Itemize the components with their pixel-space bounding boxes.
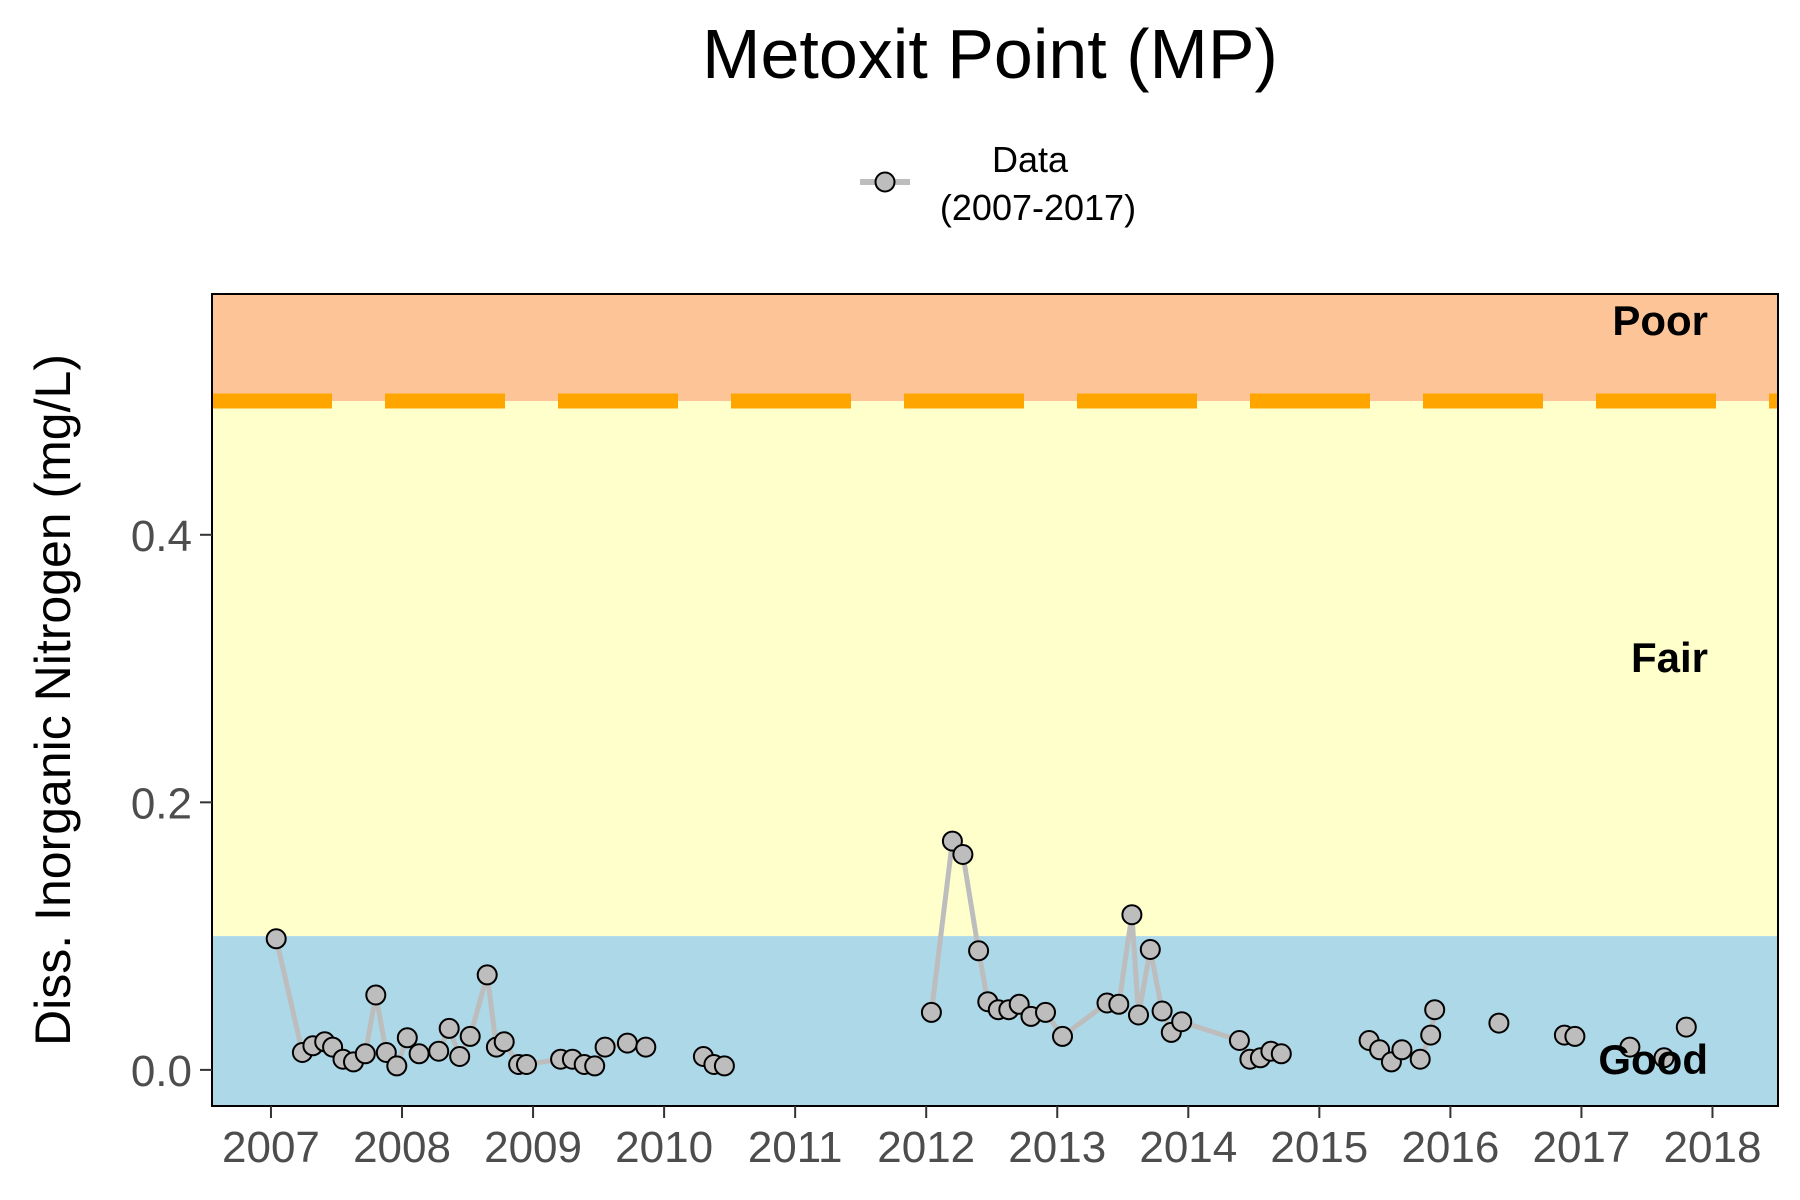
data-point	[594, 1036, 616, 1058]
data-point	[1270, 1043, 1292, 1065]
x-tick-label: 2014	[1139, 1123, 1237, 1172]
data-point	[1171, 1011, 1193, 1033]
data-point	[616, 1032, 638, 1054]
data-point	[1035, 1001, 1056, 1023]
x-tick-label: 2017	[1532, 1123, 1630, 1172]
data-point	[1564, 1025, 1586, 1047]
y-tick-label: 0.2	[131, 779, 192, 828]
x-axis: 2007 2008 2009 2010 2011 2012 2013 2014 2015 2016…	[222, 1106, 1761, 1172]
data-point	[1488, 1012, 1510, 1034]
data-point	[1128, 1004, 1149, 1026]
data-point	[1151, 1000, 1173, 1022]
data-point	[408, 1043, 430, 1065]
x-tick-label: 2010	[615, 1123, 713, 1172]
data-point	[265, 928, 287, 950]
data-point	[952, 844, 974, 865]
legend-entry-sublabel: (2007-2017)	[940, 187, 1136, 228]
data-point	[584, 1055, 606, 1077]
plot-border	[211, 293, 1779, 1107]
zone-labels: Poor Fair Good	[1598, 297, 1708, 1083]
x-tick-label: 2011	[748, 1123, 843, 1172]
legend-marker-swatch	[874, 171, 896, 193]
data-point	[920, 1001, 942, 1023]
data-point	[1228, 1030, 1250, 1051]
data-point	[968, 940, 990, 962]
data-point	[1391, 1039, 1413, 1061]
y-axis: 0.0 0.2 0.4	[131, 512, 212, 1096]
data-point	[1619, 1036, 1641, 1058]
x-tick-label: 2018	[1664, 1123, 1762, 1172]
data-point	[713, 1055, 735, 1077]
data-point	[438, 1017, 460, 1039]
zone-bands	[212, 294, 1778, 1106]
zone-label-fair: Fair	[1631, 634, 1708, 681]
data-point	[1409, 1048, 1431, 1070]
y-tick-label: 0.4	[131, 512, 192, 561]
x-tick-label: 2008	[353, 1123, 451, 1172]
zone-label-poor: Poor	[1612, 297, 1708, 344]
data-point	[365, 984, 387, 1006]
y-tick-label: 0.0	[131, 1047, 192, 1096]
data-point	[476, 964, 498, 986]
x-tick-label: 2016	[1401, 1123, 1499, 1172]
x-tick-label: 2007	[222, 1123, 320, 1172]
zone-band-poor	[212, 294, 1778, 402]
y-axis-title: Diss. Inorganic Nitrogen (mg/L)	[25, 354, 81, 1046]
data-series	[265, 830, 1697, 1077]
data-point	[354, 1043, 376, 1065]
data-point	[1052, 1025, 1073, 1047]
data-point	[635, 1036, 657, 1058]
data-point	[1139, 939, 1161, 960]
data-point	[1121, 904, 1143, 926]
data-point	[1653, 1047, 1675, 1069]
data-point	[493, 1031, 515, 1053]
x-tick-label: 2013	[1008, 1123, 1106, 1172]
data-point	[396, 1027, 418, 1049]
data-point	[1675, 1016, 1697, 1038]
data-point	[1424, 999, 1446, 1021]
data-point	[516, 1054, 537, 1075]
chart-title: Metoxit Point (MP)	[702, 15, 1278, 93]
data-point	[459, 1025, 481, 1047]
data-point	[449, 1046, 471, 1067]
data-point	[386, 1055, 408, 1077]
legend: Data (2007-2017)	[860, 139, 1136, 228]
x-tick-label: 2012	[877, 1123, 975, 1172]
data-point	[1108, 993, 1130, 1015]
x-tick-label: 2015	[1270, 1123, 1368, 1172]
zone-band-fair	[212, 401, 1778, 937]
data-point	[1420, 1024, 1442, 1046]
legend-entry-label: Data	[992, 139, 1069, 180]
data-point	[428, 1040, 450, 1062]
zone-label-good: Good	[1598, 1036, 1708, 1083]
x-tick-label: 2009	[484, 1123, 582, 1172]
